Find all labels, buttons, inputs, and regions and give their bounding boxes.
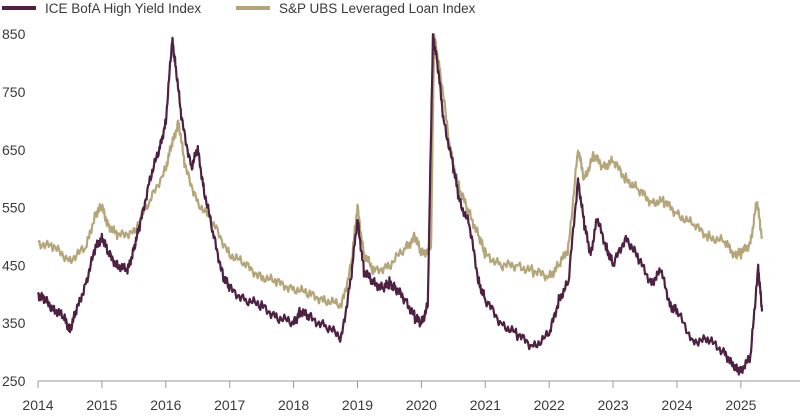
legend-label-ll: S&P UBS Leveraged Loan Index xyxy=(279,1,476,16)
legend-label-hy: ICE BofA High Yield Index xyxy=(45,1,201,16)
legend-item-hy: ICE BofA High Yield Index xyxy=(2,1,201,16)
x-tick-label: 2014 xyxy=(22,397,53,413)
legend-item-ll: S&P UBS Leveraged Loan Index xyxy=(236,1,476,16)
y-tick-label: 850 xyxy=(2,26,26,42)
x-tick-label: 2021 xyxy=(470,397,501,413)
x-tick-label: 2023 xyxy=(598,397,629,413)
y-tick-label: 250 xyxy=(2,373,26,389)
x-tick-label: 2019 xyxy=(342,397,373,413)
y-axis: 250 350 450 550 650 750 850 xyxy=(2,26,26,389)
series-line-high-yield xyxy=(36,33,764,376)
x-tick-label: 2024 xyxy=(661,397,692,413)
series-line-leveraged-loan xyxy=(37,33,764,309)
series-group xyxy=(36,33,764,376)
x-axis: 2014 2015 2016 2017 2018 2019 2020 2021 2022 2023… xyxy=(22,380,800,413)
x-tick-label: 2022 xyxy=(534,397,565,413)
y-tick-label: 350 xyxy=(2,315,26,331)
y-tick-label: 650 xyxy=(2,142,26,158)
x-tick-label: 2025 xyxy=(725,397,756,413)
y-tick-label: 750 xyxy=(2,84,26,100)
legend: ICE BofA High Yield Index S&P UBS Levera… xyxy=(2,1,476,16)
x-tick-label: 2015 xyxy=(86,397,117,413)
y-tick-label: 450 xyxy=(2,257,26,273)
x-tick-label: 2018 xyxy=(278,397,309,413)
x-tick-label: 2016 xyxy=(150,397,181,413)
y-tick-label: 550 xyxy=(2,200,26,216)
x-tick-label: 2020 xyxy=(406,397,437,413)
x-tick-label: 2017 xyxy=(214,397,245,413)
